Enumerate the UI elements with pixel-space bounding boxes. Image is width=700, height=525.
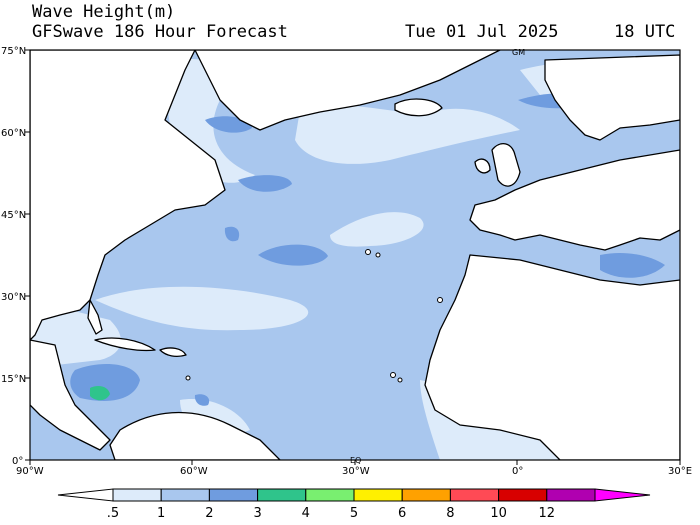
lon-label-60w: 60°W xyxy=(180,466,208,477)
wave-zone-pale xyxy=(295,105,520,164)
colorbar-label: 4 xyxy=(302,506,310,521)
iceland xyxy=(394,98,443,117)
wave-zone-medium xyxy=(238,175,292,192)
europe xyxy=(469,149,680,251)
lon-label-30w: 30°W xyxy=(342,466,370,477)
map-area xyxy=(30,50,680,460)
colorbar-label: 1 xyxy=(157,506,165,521)
colorbar-label: 2 xyxy=(205,506,213,521)
cape-verde-island xyxy=(390,372,396,378)
azores-island xyxy=(365,249,371,255)
colorbar-label: 3 xyxy=(253,506,261,521)
azores-island xyxy=(375,252,381,258)
colorbar-segment xyxy=(160,488,210,502)
colorbar-label: 12 xyxy=(539,506,556,521)
forecast-date: Tue 01 Jul 2025 xyxy=(405,22,559,42)
wave-zone-high xyxy=(90,386,110,401)
colorbar-label: 10 xyxy=(490,506,507,521)
colorbar-segment xyxy=(112,488,162,502)
canary-island xyxy=(437,297,443,303)
africa xyxy=(424,254,680,460)
lat-label-0: 0° xyxy=(12,456,23,467)
lat-label-45n: 45°N xyxy=(1,210,26,221)
wave-zone-medium xyxy=(258,244,328,266)
colorbar-label: .5 xyxy=(107,506,119,521)
longitude-axis: 90°W 60°W 30°W 0° 30°E xyxy=(16,460,692,477)
lat-label-30n: 30°N xyxy=(1,292,26,303)
colorbar: .5 1 2 3 4 5 6 8 10 12 xyxy=(57,488,651,521)
inset-label-gm: GM xyxy=(512,48,525,57)
colorbar-label: 5 xyxy=(350,506,358,521)
colorbar-segment xyxy=(208,488,259,502)
great-britain xyxy=(491,143,521,187)
colorbar-segment xyxy=(257,488,307,502)
colorbar-label: 8 xyxy=(446,506,454,521)
wave-zone-pale xyxy=(330,212,424,247)
colorbar-segment xyxy=(401,488,451,502)
south-america xyxy=(109,411,281,460)
latitude-axis: 75°N 60°N 45°N 30°N 15°N 0° xyxy=(1,46,30,467)
wave-zone-medium xyxy=(70,364,140,401)
colorbar-label: 6 xyxy=(398,506,406,521)
lon-label-0: 0° xyxy=(512,466,523,477)
wave-zone-medium xyxy=(194,394,210,406)
colorbar-segment xyxy=(353,488,403,502)
hispaniola xyxy=(159,347,187,357)
wave-zone-medium xyxy=(600,253,665,278)
small-islands xyxy=(185,249,443,383)
lon-label-90w: 90°W xyxy=(16,466,44,477)
colorbar-min-arrow xyxy=(57,488,114,502)
central-america xyxy=(30,339,111,451)
inset-label-eq: EQ xyxy=(350,456,361,465)
landmasses xyxy=(30,50,680,460)
cape-verde-island xyxy=(397,377,403,383)
colorbar-segment xyxy=(449,488,500,502)
wave-zone-medium xyxy=(224,226,240,242)
scandinavia xyxy=(544,54,680,141)
colorbar-segment xyxy=(546,488,596,502)
forecast-time: 18 UTC xyxy=(614,22,676,42)
cuba xyxy=(94,337,156,352)
lesser-antilles-island xyxy=(185,375,191,381)
colorbar-max-arrow xyxy=(594,488,651,502)
colorbar-segment xyxy=(305,488,355,502)
north-america xyxy=(30,50,226,341)
lat-label-75n: 75°N xyxy=(1,46,26,57)
florida xyxy=(87,299,103,335)
ireland xyxy=(474,158,491,174)
wave-zone-pale xyxy=(95,286,309,331)
forecast-subtitle: GFSwave 186 Hour Forecast xyxy=(32,22,288,42)
colorbar-segment xyxy=(498,488,548,502)
map-title: Wave Height(m) xyxy=(32,2,176,22)
lat-label-15n: 15°N xyxy=(1,374,26,385)
lon-label-30e: 30°E xyxy=(668,466,692,477)
greenland xyxy=(194,50,501,131)
lat-label-60n: 60°N xyxy=(1,128,26,139)
